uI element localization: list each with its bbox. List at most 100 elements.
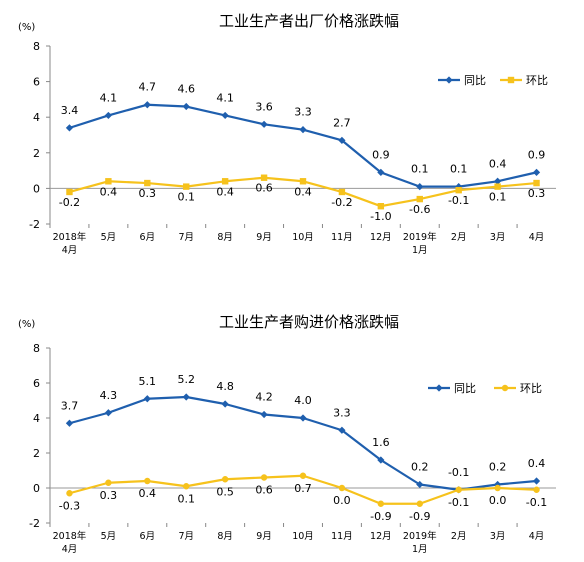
data-label: 0.1 <box>411 163 429 176</box>
data-label: 4.7 <box>139 81 157 94</box>
data-point <box>494 484 501 492</box>
data-point <box>533 179 540 187</box>
data-label: 0.1 <box>177 191 195 204</box>
data-label: 0.1 <box>450 163 468 176</box>
data-label: 0.4 <box>294 185 312 198</box>
data-point <box>299 472 307 479</box>
data-point <box>105 178 112 185</box>
data-label: 3.6 <box>255 100 273 113</box>
data-label: 4.1 <box>216 91 234 104</box>
data-point <box>65 419 74 427</box>
y-tick-label: 0 <box>33 482 40 495</box>
x-tick-label: 6月 <box>140 531 156 542</box>
data-point <box>377 168 385 176</box>
x-tick-label: 2019年 <box>403 231 437 243</box>
data-label: 3.3 <box>294 106 312 119</box>
data-label: 0.4 <box>489 157 507 170</box>
data-label: 0.9 <box>528 148 546 161</box>
data-point <box>260 410 268 419</box>
x-tick-label: 5月 <box>101 232 117 243</box>
data-point <box>416 195 423 203</box>
data-label: -0.1 <box>526 496 547 509</box>
data-label: 0.7 <box>294 482 312 495</box>
data-label: 4.0 <box>294 394 312 407</box>
data-label: 0.3 <box>528 187 546 200</box>
data-point <box>143 395 151 403</box>
data-label: 0.4 <box>100 185 118 198</box>
data-label: 3.4 <box>61 104 79 117</box>
y-tick-label: 4 <box>33 412 40 425</box>
legend-marker <box>501 384 509 392</box>
data-label: 1.6 <box>372 436 390 449</box>
y-tick-label: -2 <box>29 517 40 530</box>
data-point <box>144 179 151 187</box>
data-label: 0.5 <box>216 485 234 498</box>
data-point <box>66 490 73 497</box>
legend-label: 环比 <box>526 74 548 87</box>
data-label: -0.9 <box>370 510 391 523</box>
legend-marker <box>445 76 453 84</box>
y-tick-label: 0 <box>33 182 40 195</box>
y-tick-label: 6 <box>33 76 40 89</box>
data-point <box>183 183 190 190</box>
x-tick-label: 6月 <box>140 232 156 243</box>
data-label: 0.1 <box>177 492 195 505</box>
data-label: 4.6 <box>177 83 195 96</box>
x-tick-label: 7月 <box>178 531 194 542</box>
data-point <box>144 477 151 485</box>
legend-label: 同比 <box>454 382 476 395</box>
data-point <box>104 111 112 120</box>
data-point <box>532 477 541 485</box>
data-point <box>299 126 307 134</box>
x-tick-label: 7月 <box>178 232 194 243</box>
data-point <box>221 111 229 120</box>
data-label: 0.3 <box>139 187 157 200</box>
data-label: 4.1 <box>100 91 118 104</box>
data-label: -0.1 <box>448 194 469 207</box>
data-point <box>299 178 307 185</box>
data-point <box>494 177 502 185</box>
x-tick-label: 2月 <box>451 232 467 243</box>
data-label: 0.6 <box>255 182 273 195</box>
data-point <box>143 101 151 109</box>
data-label: 0.0 <box>333 494 351 507</box>
x-tick-label-line2: 4月 <box>62 245 78 256</box>
x-tick-label: 4月 <box>529 232 545 243</box>
data-point <box>338 484 346 492</box>
x-tick-label: 2019年 <box>403 530 437 542</box>
y-tick-label: 8 <box>33 342 40 355</box>
data-point <box>533 486 540 493</box>
data-label: 4.8 <box>216 380 234 393</box>
data-label: -0.1 <box>448 496 469 509</box>
data-label: 0.3 <box>100 489 118 502</box>
x-tick-label: 5月 <box>101 531 117 542</box>
data-label: -0.2 <box>59 196 80 209</box>
data-point <box>416 480 424 489</box>
data-point <box>338 136 346 144</box>
chart-panel-1: 工业生产者出厂价格涨跌幅 (%) -2 0 2 4 6 8 2018年 4月 5月 6月 7月 8月 9月 1… <box>18 12 556 256</box>
chart-title: 工业生产者购进价格涨跌幅 <box>219 313 399 331</box>
data-label: 0.4 <box>139 487 157 500</box>
data-point <box>182 393 190 401</box>
y-tick-label: 8 <box>33 40 40 53</box>
data-label: -0.2 <box>331 196 352 209</box>
y-tick-label: 4 <box>33 111 40 124</box>
data-label: 0.0 <box>489 494 507 507</box>
data-point <box>260 474 268 481</box>
x-tick-label: 8月 <box>217 531 233 542</box>
y-tick-label: 2 <box>33 447 40 460</box>
legend-label: 同比 <box>464 74 486 87</box>
data-point <box>260 120 268 128</box>
data-point <box>104 409 112 417</box>
data-point <box>183 483 190 490</box>
data-point <box>299 414 307 422</box>
x-tick-label: 10月 <box>292 531 314 542</box>
x-tick-label: 9月 <box>256 232 272 243</box>
data-point <box>260 174 268 181</box>
x-tick-label: 4月 <box>529 531 545 542</box>
data-label: -0.3 <box>59 499 80 512</box>
data-point <box>221 178 229 185</box>
data-label: -1.0 <box>370 210 391 223</box>
